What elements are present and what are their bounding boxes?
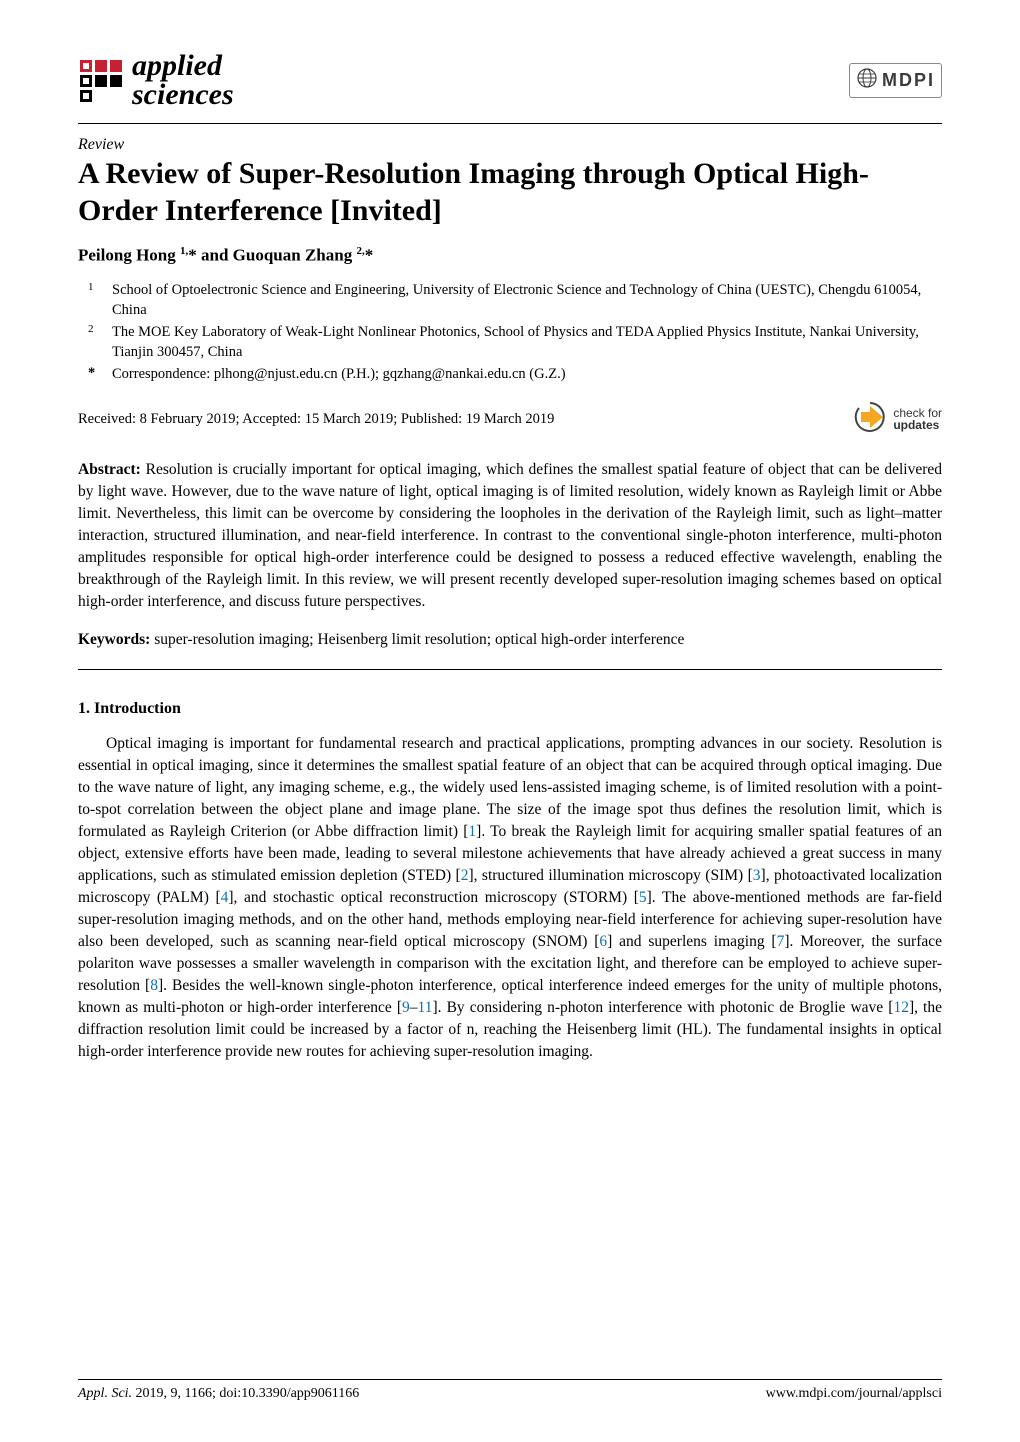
publisher-logo: MDPI [849,63,942,98]
dates-row: Received: 8 February 2019; Accepted: 15 … [78,400,942,439]
intro-text: – [410,999,418,1016]
affiliation-text: School of Optoelectronic Science and Eng… [112,282,921,318]
intro-text: ] and superlens imaging [ [607,933,776,950]
journal-logo: applied sciences [78,52,234,109]
article-type: Review [78,136,942,154]
intro-text: ], structured illumination microscopy (S… [468,867,752,884]
journal-grid-icon [78,58,124,104]
updates-text: check for updates [893,407,942,432]
citation-link[interactable]: 8 [150,977,158,994]
check-updates-badge[interactable]: check for updates [853,400,942,439]
affiliation-item: 1 School of Optoelectronic Science and E… [112,280,942,320]
header-rule [78,123,942,124]
affiliation-text: The MOE Key Laboratory of Weak-Light Non… [112,324,919,360]
intro-paragraph: Optical imaging is important for fundame… [78,733,942,1063]
citation-link[interactable]: 6 [599,933,607,950]
affiliation-text: Correspondence: plhong@njust.edu.cn (P.H… [112,366,566,382]
journal-name-line2: sciences [132,78,234,111]
footer-left: Appl. Sci. 2019, 9, 1166; doi:10.3390/ap… [78,1386,359,1402]
citation-link[interactable]: 3 [753,867,761,884]
footer-url: www.mdpi.com/journal/applsci [766,1386,942,1402]
affiliation-item: 2 The MOE Key Laboratory of Weak-Light N… [112,322,942,362]
abstract-text: Resolution is crucially important for op… [78,461,942,610]
citation-link[interactable]: 11 [418,999,433,1016]
citation-link[interactable]: 1 [468,823,476,840]
publisher-name: MDPI [882,70,935,91]
citation-link[interactable]: 5 [639,889,647,906]
journal-name: applied sciences [132,52,234,109]
intro-text: ]. By considering n-photon interference … [432,999,893,1016]
separator-rule [78,669,942,670]
citation-link[interactable]: 12 [893,999,909,1016]
keywords-text: super-resolution imaging; Heisenberg lim… [154,631,684,648]
authors: Peilong Hong 1,* and Guoquan Zhang 2,* [78,245,942,266]
intro-text: ], and stochastic optical reconstruction… [228,889,639,906]
affiliation-marker: * [88,363,95,383]
abstract: Abstract: Resolution is crucially import… [78,459,942,613]
citation-link[interactable]: 9 [402,999,410,1016]
article-title: A Review of Super-Resolution Imaging thr… [78,156,942,229]
affiliations-list: 1 School of Optoelectronic Science and E… [78,280,942,384]
dates-text: Received: 8 February 2019; Accepted: 15 … [78,411,554,428]
footer-citation: 2019, 9, 1166; doi:10.3390/app9061166 [132,1386,359,1401]
affiliation-marker: 1 [88,280,94,295]
updates-line2: updates [893,418,939,432]
affiliation-item: * Correspondence: plhong@njust.edu.cn (P… [112,364,942,384]
footer-journal-abbrev: Appl. Sci. [78,1386,132,1401]
mdpi-globe-icon [856,67,878,94]
updates-arrow-icon [853,400,887,439]
section-heading: 1. Introduction [78,700,942,718]
page-footer: Appl. Sci. 2019, 9, 1166; doi:10.3390/ap… [78,1379,942,1402]
header-row: applied sciences MDPI [78,52,942,109]
keywords-label: Keywords: [78,631,150,648]
keywords: Keywords: super-resolution imaging; Heis… [78,629,942,651]
abstract-label: Abstract: [78,461,141,478]
affiliation-marker: 2 [88,322,94,337]
